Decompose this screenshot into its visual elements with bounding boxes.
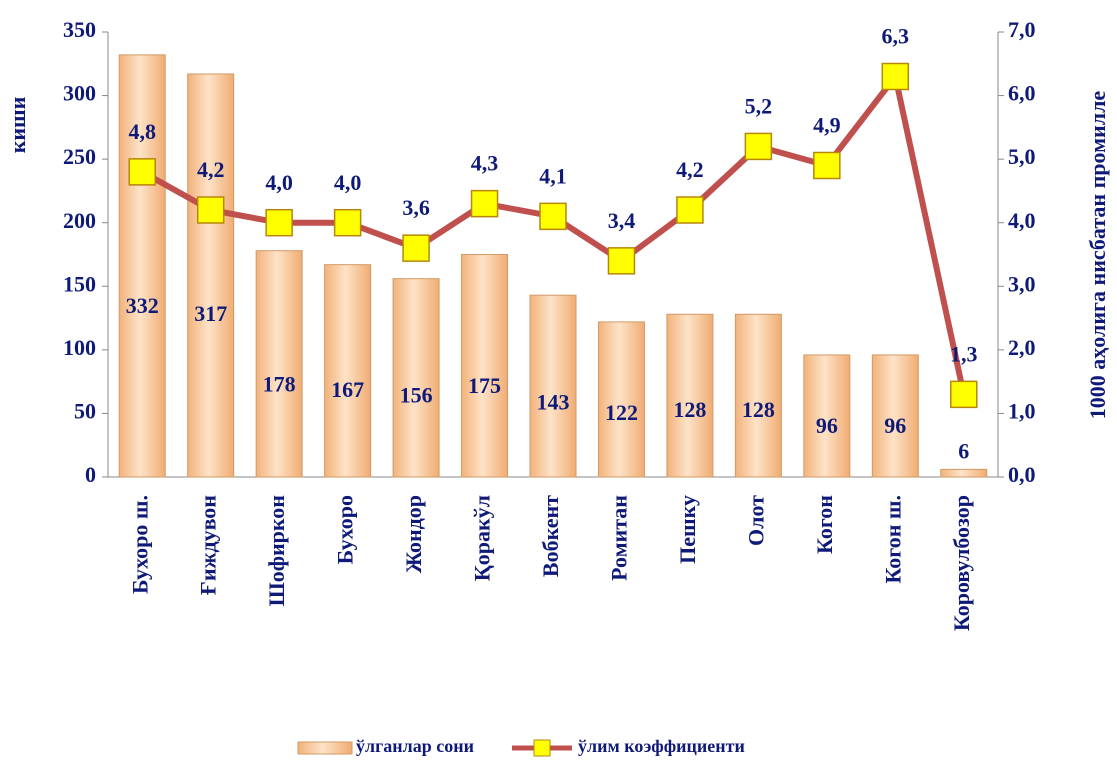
y2-tick-label: 7,0 xyxy=(1008,17,1036,42)
y-axis-label: киши xyxy=(5,96,30,153)
y-tick-label: 350 xyxy=(63,17,96,42)
x-tick-label: Олот xyxy=(743,495,768,546)
line-marker xyxy=(333,208,362,237)
bar-value-label: 167 xyxy=(331,377,364,402)
line-marker xyxy=(676,196,704,224)
y2-tick-label: 1,0 xyxy=(1008,398,1036,423)
y-tick-label: 100 xyxy=(63,335,96,360)
bar-value-label: 122 xyxy=(605,400,638,425)
line-value-label: 5,2 xyxy=(745,93,773,118)
line-value-label: 3,4 xyxy=(608,208,636,233)
bar xyxy=(803,354,851,478)
line-value-label: 4,1 xyxy=(539,163,567,188)
bar-value-label: 156 xyxy=(400,383,433,408)
legend-label: ўлим коэффициенти xyxy=(578,736,745,756)
legend-marker xyxy=(533,739,551,757)
x-tick-label: Вобкент xyxy=(538,495,563,577)
bar xyxy=(392,278,440,478)
line-marker xyxy=(744,132,773,161)
x-tick-label: Когон xyxy=(812,495,837,554)
x-tick-label: Қоракўл xyxy=(470,495,495,581)
y-tick-label: 0 xyxy=(85,462,96,487)
line-marker xyxy=(196,196,225,224)
line-value-label: 4,2 xyxy=(676,157,704,182)
bar-value-label: 128 xyxy=(673,397,706,422)
x-tick-label: Ғиждувон xyxy=(196,495,221,595)
bar-value-label: 96 xyxy=(884,413,906,438)
line-value-label: 6,3 xyxy=(882,24,910,49)
y2-tick-label: 4,0 xyxy=(1008,208,1036,233)
line-marker xyxy=(813,151,841,180)
bar-value-label: 317 xyxy=(194,301,227,326)
legend-label: ўлганлар сони xyxy=(356,736,474,756)
bar xyxy=(871,354,919,478)
bar xyxy=(187,73,235,478)
bar-value-label: 175 xyxy=(468,373,501,398)
bar xyxy=(529,294,577,478)
y2-tick-label: 2,0 xyxy=(1008,335,1036,360)
line-marker xyxy=(470,189,499,218)
x-tick-label: Бухоро ш. xyxy=(127,495,152,594)
line-value-label: 1,3 xyxy=(950,341,978,366)
x-tick-label: Когон ш. xyxy=(880,495,905,584)
line-value-label: 4,0 xyxy=(334,170,362,195)
line-marker xyxy=(881,62,910,91)
y2-tick-label: 6,0 xyxy=(1008,81,1036,106)
line-value-label: 4,9 xyxy=(813,113,841,138)
bar xyxy=(666,313,714,478)
y2-axis-label: 1000 аҳолига нисбатан промилле xyxy=(1085,91,1110,420)
bar xyxy=(255,250,303,478)
line-value-label: 4,2 xyxy=(197,157,225,182)
y-tick-label: 300 xyxy=(63,81,96,106)
bar xyxy=(734,313,782,478)
bar-value-label: 128 xyxy=(742,397,775,422)
bar-value-label: 6 xyxy=(958,438,969,463)
y2-tick-label: 5,0 xyxy=(1008,144,1036,169)
line-value-label: 4,0 xyxy=(265,170,293,195)
x-tick-label: Бухоро xyxy=(333,495,358,564)
line-marker xyxy=(265,208,293,237)
bar-value-label: 178 xyxy=(263,372,296,397)
line-marker xyxy=(402,234,430,262)
bar-value-label: 143 xyxy=(537,389,570,414)
x-tick-label: Шофиркон xyxy=(264,495,289,607)
x-tick-label: Жондор xyxy=(401,495,426,573)
line-value-label: 4,3 xyxy=(471,151,499,176)
y-tick-label: 50 xyxy=(74,398,96,423)
x-tick-label: Коровулбозор xyxy=(949,495,974,631)
bar xyxy=(597,321,645,478)
x-tick-label: Ромитан xyxy=(607,495,632,581)
y-tick-label: 200 xyxy=(63,208,96,233)
y-tick-label: 250 xyxy=(63,144,96,169)
bar xyxy=(461,254,509,478)
line-value-label: 3,6 xyxy=(402,195,430,220)
bar-value-label: 96 xyxy=(816,413,838,438)
y-tick-label: 150 xyxy=(63,271,96,296)
bar-value-label: 332 xyxy=(126,293,159,318)
line-marker xyxy=(128,158,156,186)
line-marker xyxy=(607,247,636,275)
bar xyxy=(324,264,372,478)
bar xyxy=(118,54,166,478)
line-marker xyxy=(539,202,567,231)
line-marker xyxy=(950,380,978,409)
y2-tick-label: 3,0 xyxy=(1008,271,1036,296)
y2-tick-label: 0,0 xyxy=(1008,462,1036,487)
x-tick-label: Пешку xyxy=(675,495,700,564)
legend-swatch xyxy=(297,741,353,755)
line-value-label: 4,8 xyxy=(128,119,156,144)
bar xyxy=(940,468,988,478)
